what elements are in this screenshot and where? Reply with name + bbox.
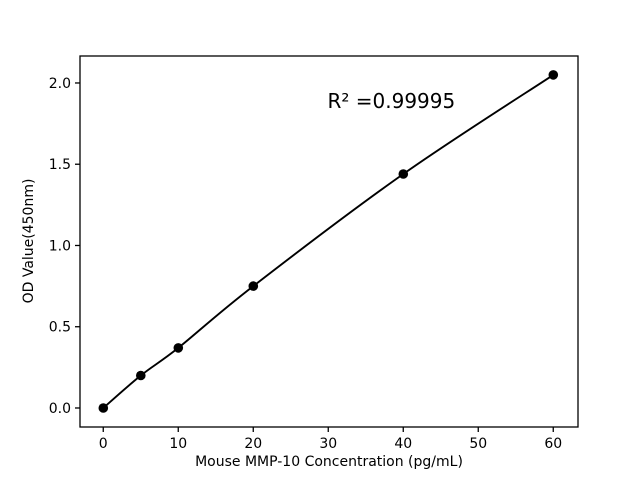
data-point-marker [173, 343, 184, 353]
y-axis-title: OD Value(450nm) [21, 179, 37, 304]
y-tick-label: 0.5 [49, 320, 71, 336]
x-tick-label: 30 [319, 436, 337, 452]
x-tick-label: 60 [544, 436, 562, 452]
data-point-marker [248, 281, 259, 291]
y-tick-label: 1.0 [49, 238, 71, 254]
y-tick-label: 0.0 [49, 401, 71, 417]
data-point-marker [398, 169, 409, 179]
plot-area-border [79, 55, 579, 428]
x-tick-label: 50 [469, 436, 487, 452]
x-tick-label: 40 [394, 436, 412, 452]
x-axis-title: Mouse MMP-10 Concentration (pg/mL) [195, 454, 463, 470]
x-tick-label: 0 [99, 436, 108, 452]
x-tick-label: 10 [169, 436, 187, 452]
data-point-marker [136, 370, 146, 381]
data-point-marker [548, 70, 559, 80]
x-tick-label: 20 [244, 436, 262, 452]
y-tick-label: 1.5 [49, 157, 71, 173]
y-tick-label: 2.0 [49, 76, 71, 92]
r-squared-annotation: R² =0.99995 [328, 89, 456, 113]
data-point-marker [98, 403, 109, 413]
standard-curve-line [102, 74, 554, 409]
